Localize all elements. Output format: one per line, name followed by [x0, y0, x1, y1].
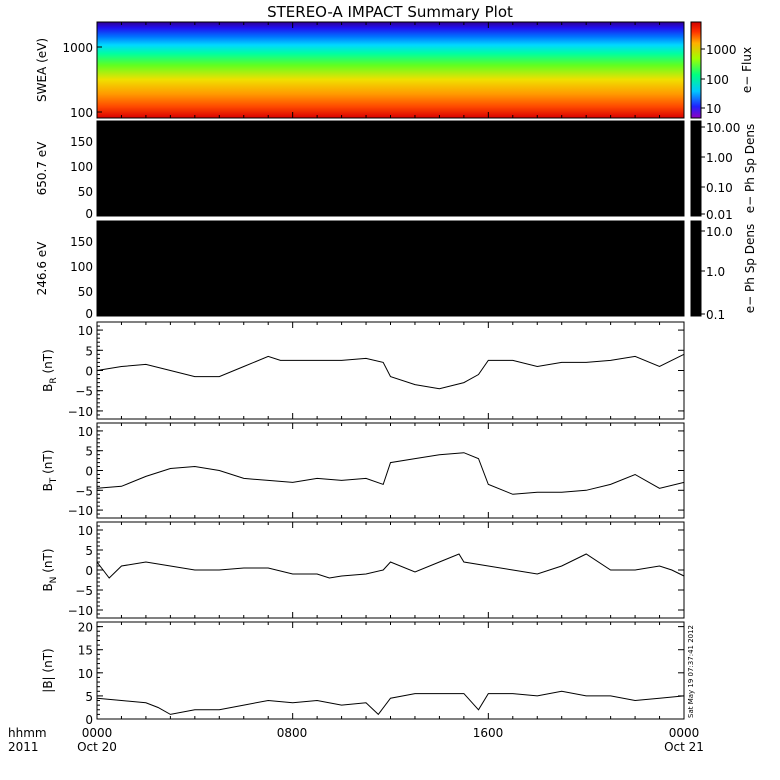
panel-3-ytick-label: 50: [78, 285, 93, 299]
panel-5-ytick-label: −10: [68, 504, 93, 518]
panel-5-ytick-label: 0: [85, 465, 93, 479]
plot-title: STEREO-A IMPACT Summary Plot: [267, 3, 513, 21]
time-tick-1600: 1600: [473, 726, 504, 740]
panel-2-colorbar-label: e− Ph Sp Dens: [743, 124, 757, 213]
panel-4-ytick-label: −5: [75, 385, 93, 399]
panel-3-ytick-label: 150: [70, 235, 93, 249]
panel-4-ytick-label: 0: [85, 365, 93, 379]
panel-5-series-line: [96, 452, 685, 495]
panel-7-ytick-label: 5: [85, 690, 93, 704]
panel-3-colorbar-label: e− Ph Sp Dens: [743, 224, 757, 313]
panel-6-ytick-label: −10: [68, 604, 93, 618]
panel-3-ylabel: 246.6 eV: [35, 241, 49, 296]
panel-6-ylabel: BN (nT): [41, 548, 59, 591]
panel-2-colorbar-tick-label: 0.10: [706, 181, 733, 195]
date-start: Oct 20: [77, 740, 117, 754]
panel-7-ylabel: |B| (nT): [41, 648, 55, 692]
panel-7-ytick-label: 20: [78, 621, 93, 635]
date-end: Oct 21: [664, 740, 704, 754]
panel-5-ytick-label: 10: [78, 425, 93, 439]
panel-3-spectrogram: [97, 221, 684, 316]
time-tick-0000-start: 0000: [82, 726, 113, 740]
panel-2-spectrogram: [97, 121, 684, 216]
panel-5-ytick-label: −5: [75, 484, 93, 498]
panel-1-colorbar: [690, 21, 702, 119]
time-label-year: 2011: [8, 740, 39, 754]
panel-2-colorbar: [690, 120, 702, 217]
panel-1-colorbar-tick-label: 1000: [706, 43, 737, 57]
panel-3-colorbar-tick-label: 1.0: [706, 265, 725, 279]
swea-spectrogram: [97, 22, 684, 118]
panel-2-colorbar-tick-label: 0.01: [706, 208, 733, 222]
panel-7-frame: [96, 621, 685, 720]
panel-2-ytick-label: 100: [70, 160, 93, 174]
panel-6-frame: [96, 521, 685, 619]
panel-2-ylabel: 650.7 eV: [35, 141, 49, 196]
panel-1-colorbar-label: e− Flux: [740, 47, 754, 93]
timestamp-stamp: Sat May 19 07:37:41 2012: [687, 625, 695, 718]
panel-6-ytick-label: 5: [85, 544, 93, 558]
panel-2-colorbar-tick-label: 1.00: [706, 151, 733, 165]
panel-5-ytick-label: 5: [85, 445, 93, 459]
panel-2-colorbar-tick-label: 10.00: [706, 121, 740, 135]
panel-7-ytick-label: 10: [78, 667, 93, 681]
panel-2-ytick-label: 0: [85, 207, 93, 221]
panel-2-ytick-label: 50: [78, 185, 93, 199]
panel-7-ytick-label: 0: [85, 713, 93, 727]
time-tick-0000-end: 0000: [669, 726, 700, 740]
panel-6-series-line: [96, 553, 685, 579]
panel-1-ytick-label: 100: [70, 106, 93, 120]
panel-4-ytick-label: 10: [78, 324, 93, 338]
panel-3-colorbar-tick-label: 10.0: [706, 225, 733, 239]
panel-7-series-line: [96, 690, 685, 716]
panel-3-ytick-label: 100: [70, 260, 93, 274]
panel-6-ytick-label: 0: [85, 564, 93, 578]
panel-2-ytick-label: 150: [70, 135, 93, 149]
panel-5-frame: [96, 422, 685, 519]
panel-1-colorbar-tick-label: 10: [706, 102, 721, 116]
panel-5-ylabel: BT (nT): [41, 450, 59, 492]
panel-4-ylabel: BR (nT): [41, 349, 59, 392]
panel-4-ytick-label: −10: [68, 405, 93, 419]
time-label-hhmm: hhmm: [8, 726, 47, 740]
panel-3-colorbar: [690, 220, 702, 317]
panel-6-ytick-label: 10: [78, 524, 93, 538]
panel-4-frame: [96, 321, 685, 420]
panel-3-colorbar-tick-label: 0.1: [706, 308, 725, 322]
panel-6-ytick-label: −5: [75, 584, 93, 598]
panel-4-ytick-label: 5: [85, 344, 93, 358]
panel-7-ytick-label: 15: [78, 644, 93, 658]
time-tick-0800: 0800: [277, 726, 308, 740]
panel-1-ytick-label: 1000: [62, 41, 93, 55]
panel-4-series-line: [96, 353, 685, 390]
panel-1-ylabel: SWEA (eV): [35, 38, 49, 102]
panel-3-ytick-label: 0: [85, 307, 93, 321]
panel-1-colorbar-tick-label: 100: [706, 73, 729, 87]
